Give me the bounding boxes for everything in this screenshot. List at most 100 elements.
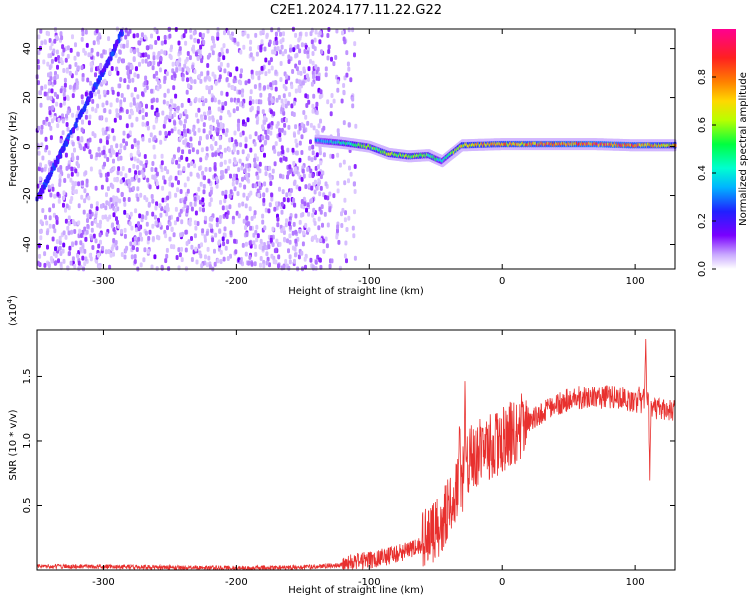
heatmap-cell-729: [180, 219, 184, 225]
heatmap-cell-1939: [193, 37, 197, 43]
heatmap-cell-1961: [259, 238, 263, 244]
heatmap-cell-1485: [77, 250, 81, 255]
heatmap-cell-1376: [122, 138, 126, 144]
heatmap-cell-1770: [223, 68, 227, 74]
heatmap-cell-745: [66, 94, 70, 100]
heatmap-cell-380: [269, 57, 273, 63]
heatmap-cell-201: [37, 64, 41, 70]
heatmap-cell-2446: [267, 123, 271, 129]
heatmap-cell-2201: [347, 122, 351, 128]
heatmap-cell-2105: [169, 106, 173, 112]
heatmap-cell-1387: [326, 99, 330, 105]
heatmap-cell-1202: [189, 34, 193, 40]
heatmap-cell-1443: [335, 234, 339, 240]
heatmap-cell-164: [115, 143, 119, 149]
heatmap-cell-2443: [254, 131, 258, 137]
heatmap-cell-1219: [302, 173, 306, 179]
heatmap-cell-2427: [202, 183, 206, 189]
heatmap-cell-2262: [59, 169, 63, 175]
heatmap-cell-873: [216, 31, 220, 37]
heatmap-cell-2097: [70, 229, 74, 235]
heatmap-cell-1457: [148, 229, 152, 235]
heatmap-cell-1789: [292, 221, 296, 227]
heatmap-cell-818: [216, 35, 220, 41]
heatmap-cell-1328: [141, 108, 145, 113]
heatmap-cell-2021: [221, 105, 225, 111]
heatmap-cell-2008: [76, 253, 80, 259]
heatmap-cell-19: [49, 125, 53, 131]
heatmap-cell-960: [111, 222, 115, 228]
heatmap-cell-1203: [125, 123, 129, 129]
heatmap-cell-1663: [62, 92, 66, 97]
heatmap-cell-9: [274, 31, 278, 37]
heatmap-cell-2331: [218, 144, 222, 150]
heatmap-cell-2141: [90, 227, 94, 233]
heatmap-cell-2172: [319, 160, 323, 166]
heatmap-cell-475: [201, 228, 205, 234]
heatmap-cell-974: [188, 149, 192, 155]
heatmap-cell-1821: [115, 108, 119, 114]
heatmap-cell-928: [153, 254, 157, 260]
heatmap-cell-1656: [125, 213, 129, 218]
heatmap-cell-1865: [328, 201, 332, 207]
heatmap-cell-50: [219, 259, 223, 264]
heatmap-cell-1989: [184, 59, 188, 65]
heatmap-cell-1325: [227, 82, 231, 88]
heatmap-cell-1486: [83, 261, 87, 267]
heatmap-cell-1271: [352, 233, 356, 239]
heatmap-cell-1421: [217, 57, 221, 62]
heatmap-cell-2429: [257, 192, 261, 198]
heatmap-cell-1530: [279, 31, 282, 37]
snr-frame: [36, 329, 676, 571]
heatmap-cell-2310: [236, 97, 240, 103]
heatmap-cell-2013: [185, 208, 189, 214]
heatmap-cell-1772: [246, 33, 250, 39]
heatmap-cell-84: [284, 48, 287, 54]
heatmap-cell-2438: [236, 106, 239, 112]
heatmap-cell-832: [168, 33, 172, 39]
heatmap-cell-2255: [71, 242, 75, 248]
heatmap-cell-2193: [318, 257, 322, 263]
heatmap-cell-579: [276, 46, 280, 51]
colorbar-tick-label-4: 0.8: [697, 69, 708, 85]
heatmap-cell-2419: [59, 261, 63, 267]
heatmap-cell-884: [164, 130, 168, 136]
heatmap-cell-2171: [255, 51, 259, 57]
heatmap-cell-1644: [288, 233, 292, 239]
heatmap-cell-2072: [38, 253, 42, 259]
heatmap-cell-744: [218, 52, 222, 57]
heatmap-cell-158: [46, 244, 49, 250]
heatmap-cell-1469: [268, 172, 272, 178]
heatmap-cell-2194: [194, 51, 198, 57]
heatmap-cell-2006: [324, 181, 328, 187]
heatmap-cell-606: [136, 47, 140, 53]
heatmap-cell-1872: [60, 35, 64, 41]
heatmap-cell-1338: [38, 176, 42, 182]
heatmap-cell-2444: [97, 243, 101, 249]
heatmap-cell-333: [117, 223, 121, 229]
heatmap-cell-2018: [209, 189, 213, 195]
heatmap-cell-632: [240, 68, 243, 74]
heatmap-cell-1892: [82, 146, 86, 152]
heatmap-cell-976: [322, 125, 326, 131]
heatmap-cell-288: [351, 103, 355, 109]
heatmap-cell-1288: [128, 187, 132, 193]
heatmap-cell-1704: [202, 189, 206, 195]
heatmap-cell-2101: [173, 120, 177, 126]
heatmap-cell-1880: [129, 69, 132, 75]
heatmap-cell-188: [85, 42, 89, 48]
heatmap-cell-1165: [145, 210, 149, 216]
heatmap-cell-1909: [81, 31, 85, 37]
heatmap-cell-2188: [127, 74, 131, 80]
heatmap-cell-1001: [259, 99, 263, 105]
heatmap-cell-768: [166, 88, 170, 94]
heatmap-cell-546: [224, 194, 228, 199]
heatmap-cell-1893: [150, 104, 154, 110]
heatmap-cell-2068: [107, 201, 111, 207]
heatmap-cell-782: [229, 173, 232, 179]
heatmap-cell-1576: [208, 130, 212, 136]
heatmap-cell-2155: [219, 249, 223, 255]
heatmap-cell-251: [247, 78, 251, 84]
heatmap-cell-1618: [89, 61, 93, 67]
